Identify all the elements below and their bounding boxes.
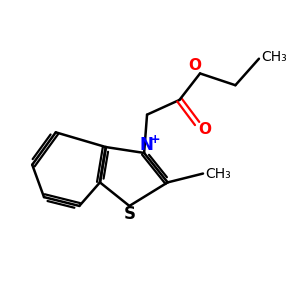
Text: CH₃: CH₃ [261,50,287,64]
Text: +: + [150,133,160,146]
Text: CH₃: CH₃ [206,167,231,181]
Text: N: N [140,136,153,154]
Text: S: S [123,205,135,223]
Text: O: O [198,122,211,137]
Text: O: O [188,58,201,73]
